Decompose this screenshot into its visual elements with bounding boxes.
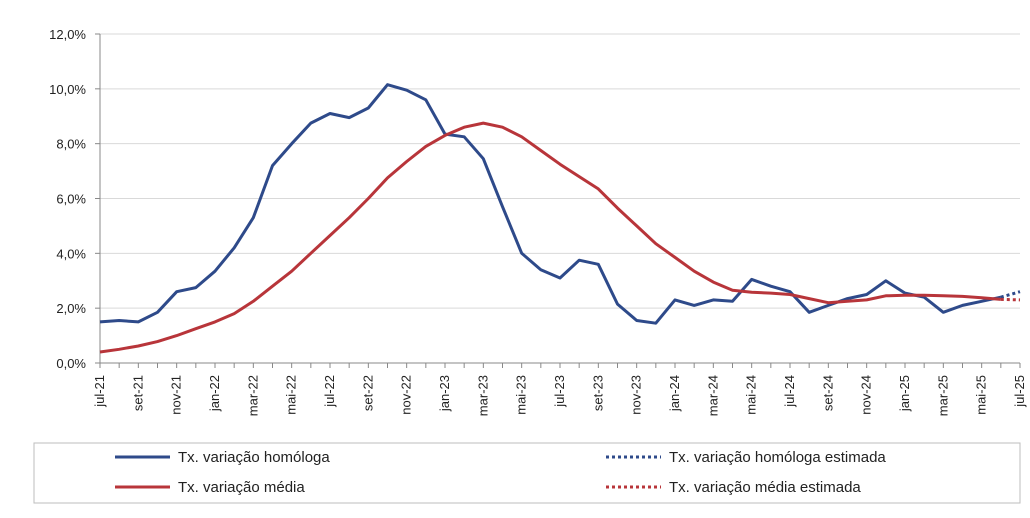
y-tick-label: 2,0% xyxy=(56,301,86,316)
x-tick-label: mar-23 xyxy=(475,375,490,416)
legend-label-media: Tx. variação média xyxy=(178,479,305,496)
series-lines xyxy=(99,83,1021,354)
x-tick-label: mai-23 xyxy=(514,375,529,415)
x-tick-label: set-23 xyxy=(590,375,605,411)
series-line-2 xyxy=(99,121,1001,354)
y-tick-label: 6,0% xyxy=(56,192,86,207)
series-line-3 xyxy=(1000,297,1021,302)
x-tick-label: jul-22 xyxy=(322,375,337,408)
x-tick-label: nov-22 xyxy=(399,375,414,415)
y-tick-label: 4,0% xyxy=(56,246,86,261)
x-axis-tick-labels: jul-21 set-21 nov-21 jan-22 mar-22 mai-22 jul-… xyxy=(92,375,1027,416)
grid-lines xyxy=(100,33,1020,309)
x-tick-label: set-21 xyxy=(130,375,145,411)
y-tick-label: 8,0% xyxy=(56,137,86,152)
x-tick-label: mar-22 xyxy=(245,375,260,416)
x-tick-label: mai-24 xyxy=(744,375,759,415)
x-tick-label: mai-22 xyxy=(284,375,299,415)
legend-box xyxy=(33,442,1021,504)
x-tick-label: jul-23 xyxy=(552,375,567,408)
x-tick-label: nov-23 xyxy=(629,375,644,415)
x-tick-label: mai-25 xyxy=(974,375,989,415)
x-tick-label: nov-24 xyxy=(859,375,874,415)
x-tick-label: jan-25 xyxy=(897,375,912,412)
series-line-0 xyxy=(99,83,1002,325)
x-tick-label: set-22 xyxy=(360,375,375,411)
x-tick-label: jan-23 xyxy=(437,375,452,412)
x-tick-label: mar-25 xyxy=(935,375,950,416)
legend-label-homologa: Tx. variação homóloga xyxy=(178,449,330,466)
legend: Tx. variação homóloga Tx. variação homól… xyxy=(33,442,1021,504)
x-tick-label: jul-21 xyxy=(92,375,107,408)
x-tick-label: jul-25 xyxy=(1012,375,1027,408)
legend-label-media-estimada: Tx. variação média estimada xyxy=(669,479,861,496)
x-tick-label: jul-24 xyxy=(782,375,797,408)
y-tick-label: 0,0% xyxy=(56,356,86,371)
legend-label-homologa-estimada: Tx. variação homóloga estimada xyxy=(669,449,886,466)
x-tick-label: jan-22 xyxy=(207,375,222,412)
x-tick-label: mar-24 xyxy=(705,375,720,416)
y-tick-label: 10,0% xyxy=(49,82,86,97)
series-line-1 xyxy=(1000,290,1021,299)
y-tick-label: 12,0% xyxy=(49,27,86,42)
y-axis-tick-labels: 0,0% 2,0% 4,0% 6,0% 8,0% 10,0% 12,0% xyxy=(49,27,86,371)
x-tick-label: set-24 xyxy=(820,375,835,411)
axes xyxy=(95,33,1021,368)
x-tick-label: nov-21 xyxy=(169,375,184,415)
x-tick-label: jan-24 xyxy=(667,375,682,412)
